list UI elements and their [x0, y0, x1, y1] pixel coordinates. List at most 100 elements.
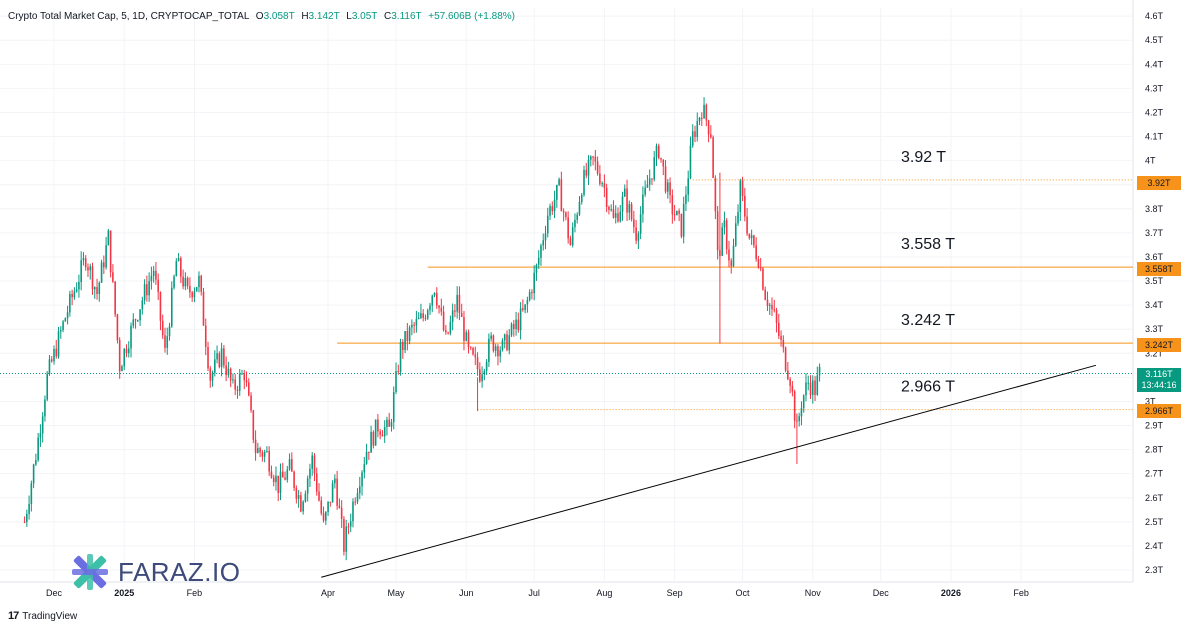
- candle-body: [809, 382, 812, 396]
- candle-body: [173, 276, 175, 288]
- candle-body: [327, 501, 329, 513]
- candle-body: [800, 408, 803, 417]
- candle-body: [127, 348, 130, 354]
- candle-body: [252, 410, 255, 440]
- tradingview-icon: 17: [8, 610, 19, 622]
- price-tick-label: 4.3T: [1145, 83, 1164, 93]
- candle-body: [669, 182, 671, 196]
- time-tick-label: Nov: [805, 588, 822, 598]
- candle-body: [347, 526, 350, 528]
- candle-body: [152, 270, 155, 276]
- candle-body: [336, 478, 338, 506]
- candle-body: [320, 500, 323, 514]
- candle-body: [32, 464, 35, 484]
- candle-body: [286, 469, 289, 480]
- candle-body: [406, 331, 409, 341]
- candle-body: [499, 350, 502, 357]
- candle-body: [322, 513, 325, 521]
- candle-body: [130, 325, 132, 349]
- candle-body: [202, 291, 205, 326]
- candle-body: [458, 294, 461, 314]
- candle-body: [279, 471, 282, 493]
- candle-body: [238, 374, 241, 391]
- candle-body: [100, 262, 103, 283]
- price-tick-label: 3.4T: [1145, 300, 1164, 310]
- candle-body: [55, 348, 58, 357]
- time-tick-label: Sep: [667, 588, 683, 598]
- candle-body: [485, 361, 488, 371]
- candle-body: [506, 334, 508, 351]
- candle-body: [565, 212, 567, 218]
- candle-body: [460, 313, 463, 318]
- candle-body: [630, 204, 633, 220]
- candle-body: [463, 317, 465, 341]
- candle-body: [617, 213, 619, 222]
- price-axis[interactable]: 2.3T2.4T2.5T2.6T2.7T2.8T2.9T3T3.1T3.2T3.…: [1145, 11, 1164, 575]
- candle-body: [227, 368, 230, 376]
- candle-body: [261, 452, 264, 457]
- candle-body: [651, 178, 653, 180]
- candle-body: [571, 227, 574, 246]
- candle-body: [798, 416, 800, 421]
- candle-body: [587, 159, 590, 176]
- candle-body: [522, 308, 524, 310]
- candle-body: [778, 322, 780, 336]
- candle-body: [295, 487, 298, 499]
- candle-body: [472, 348, 474, 355]
- candle-body: [700, 117, 703, 119]
- candle-body: [517, 319, 520, 331]
- price-tick-label: 3.3T: [1145, 324, 1164, 334]
- candle-body: [284, 477, 286, 480]
- candle-body: [420, 313, 422, 318]
- candle-body: [270, 471, 273, 478]
- time-tick-label: Dec: [873, 588, 890, 598]
- candle-body: [442, 311, 445, 331]
- candle-body: [349, 521, 352, 527]
- candle-body: [503, 334, 506, 341]
- candle-body: [189, 285, 191, 293]
- candle-body: [696, 121, 699, 137]
- candle-body: [91, 266, 94, 290]
- candle-body: [721, 227, 723, 256]
- candle-body: [254, 439, 257, 453]
- candle-body: [30, 483, 33, 505]
- candle-body: [141, 300, 144, 310]
- candle-body: [793, 391, 796, 421]
- price-tick-label: 2.8T: [1145, 445, 1164, 455]
- candle-body: [48, 359, 51, 374]
- candle-body: [479, 369, 481, 382]
- candle-body: [368, 451, 370, 453]
- candle-body: [533, 272, 535, 294]
- candle-body: [121, 366, 123, 372]
- candle-body: [449, 321, 452, 334]
- candle-body: [691, 131, 694, 146]
- candle-body: [426, 310, 429, 319]
- candle-body: [734, 223, 737, 246]
- candle-body: [433, 292, 436, 296]
- candle-body: [816, 375, 819, 395]
- level-lines: [0, 179, 1133, 411]
- time-tick-label: May: [388, 588, 406, 598]
- candle-body: [574, 219, 576, 228]
- candle-body: [207, 346, 209, 369]
- candle-body: [512, 323, 515, 329]
- candle-body: [608, 206, 610, 210]
- symbol-title[interactable]: Crypto Total Market Cap, 5, 1D, CRYPTOCA…: [8, 11, 250, 22]
- candle-body: [415, 318, 418, 326]
- candle-body: [558, 179, 560, 185]
- tradingview-attribution[interactable]: 17 TradingView: [8, 610, 77, 622]
- candle-body: [118, 340, 121, 372]
- candle-body: [214, 359, 216, 373]
- time-axis[interactable]: Dec 2025 Feb Apr May Jun Jul Aug Sep Oct Nov Dec 202…: [46, 588, 1029, 598]
- candle-body: [166, 336, 169, 348]
- candle-body: [775, 310, 778, 323]
- candle-body: [655, 145, 658, 158]
- candle-body: [386, 419, 388, 428]
- candle-body: [662, 159, 665, 167]
- candle-body: [39, 433, 42, 438]
- candle-body: [766, 299, 769, 306]
- candle-body: [78, 282, 80, 290]
- candle-body: [424, 317, 427, 319]
- candle-body: [175, 261, 178, 277]
